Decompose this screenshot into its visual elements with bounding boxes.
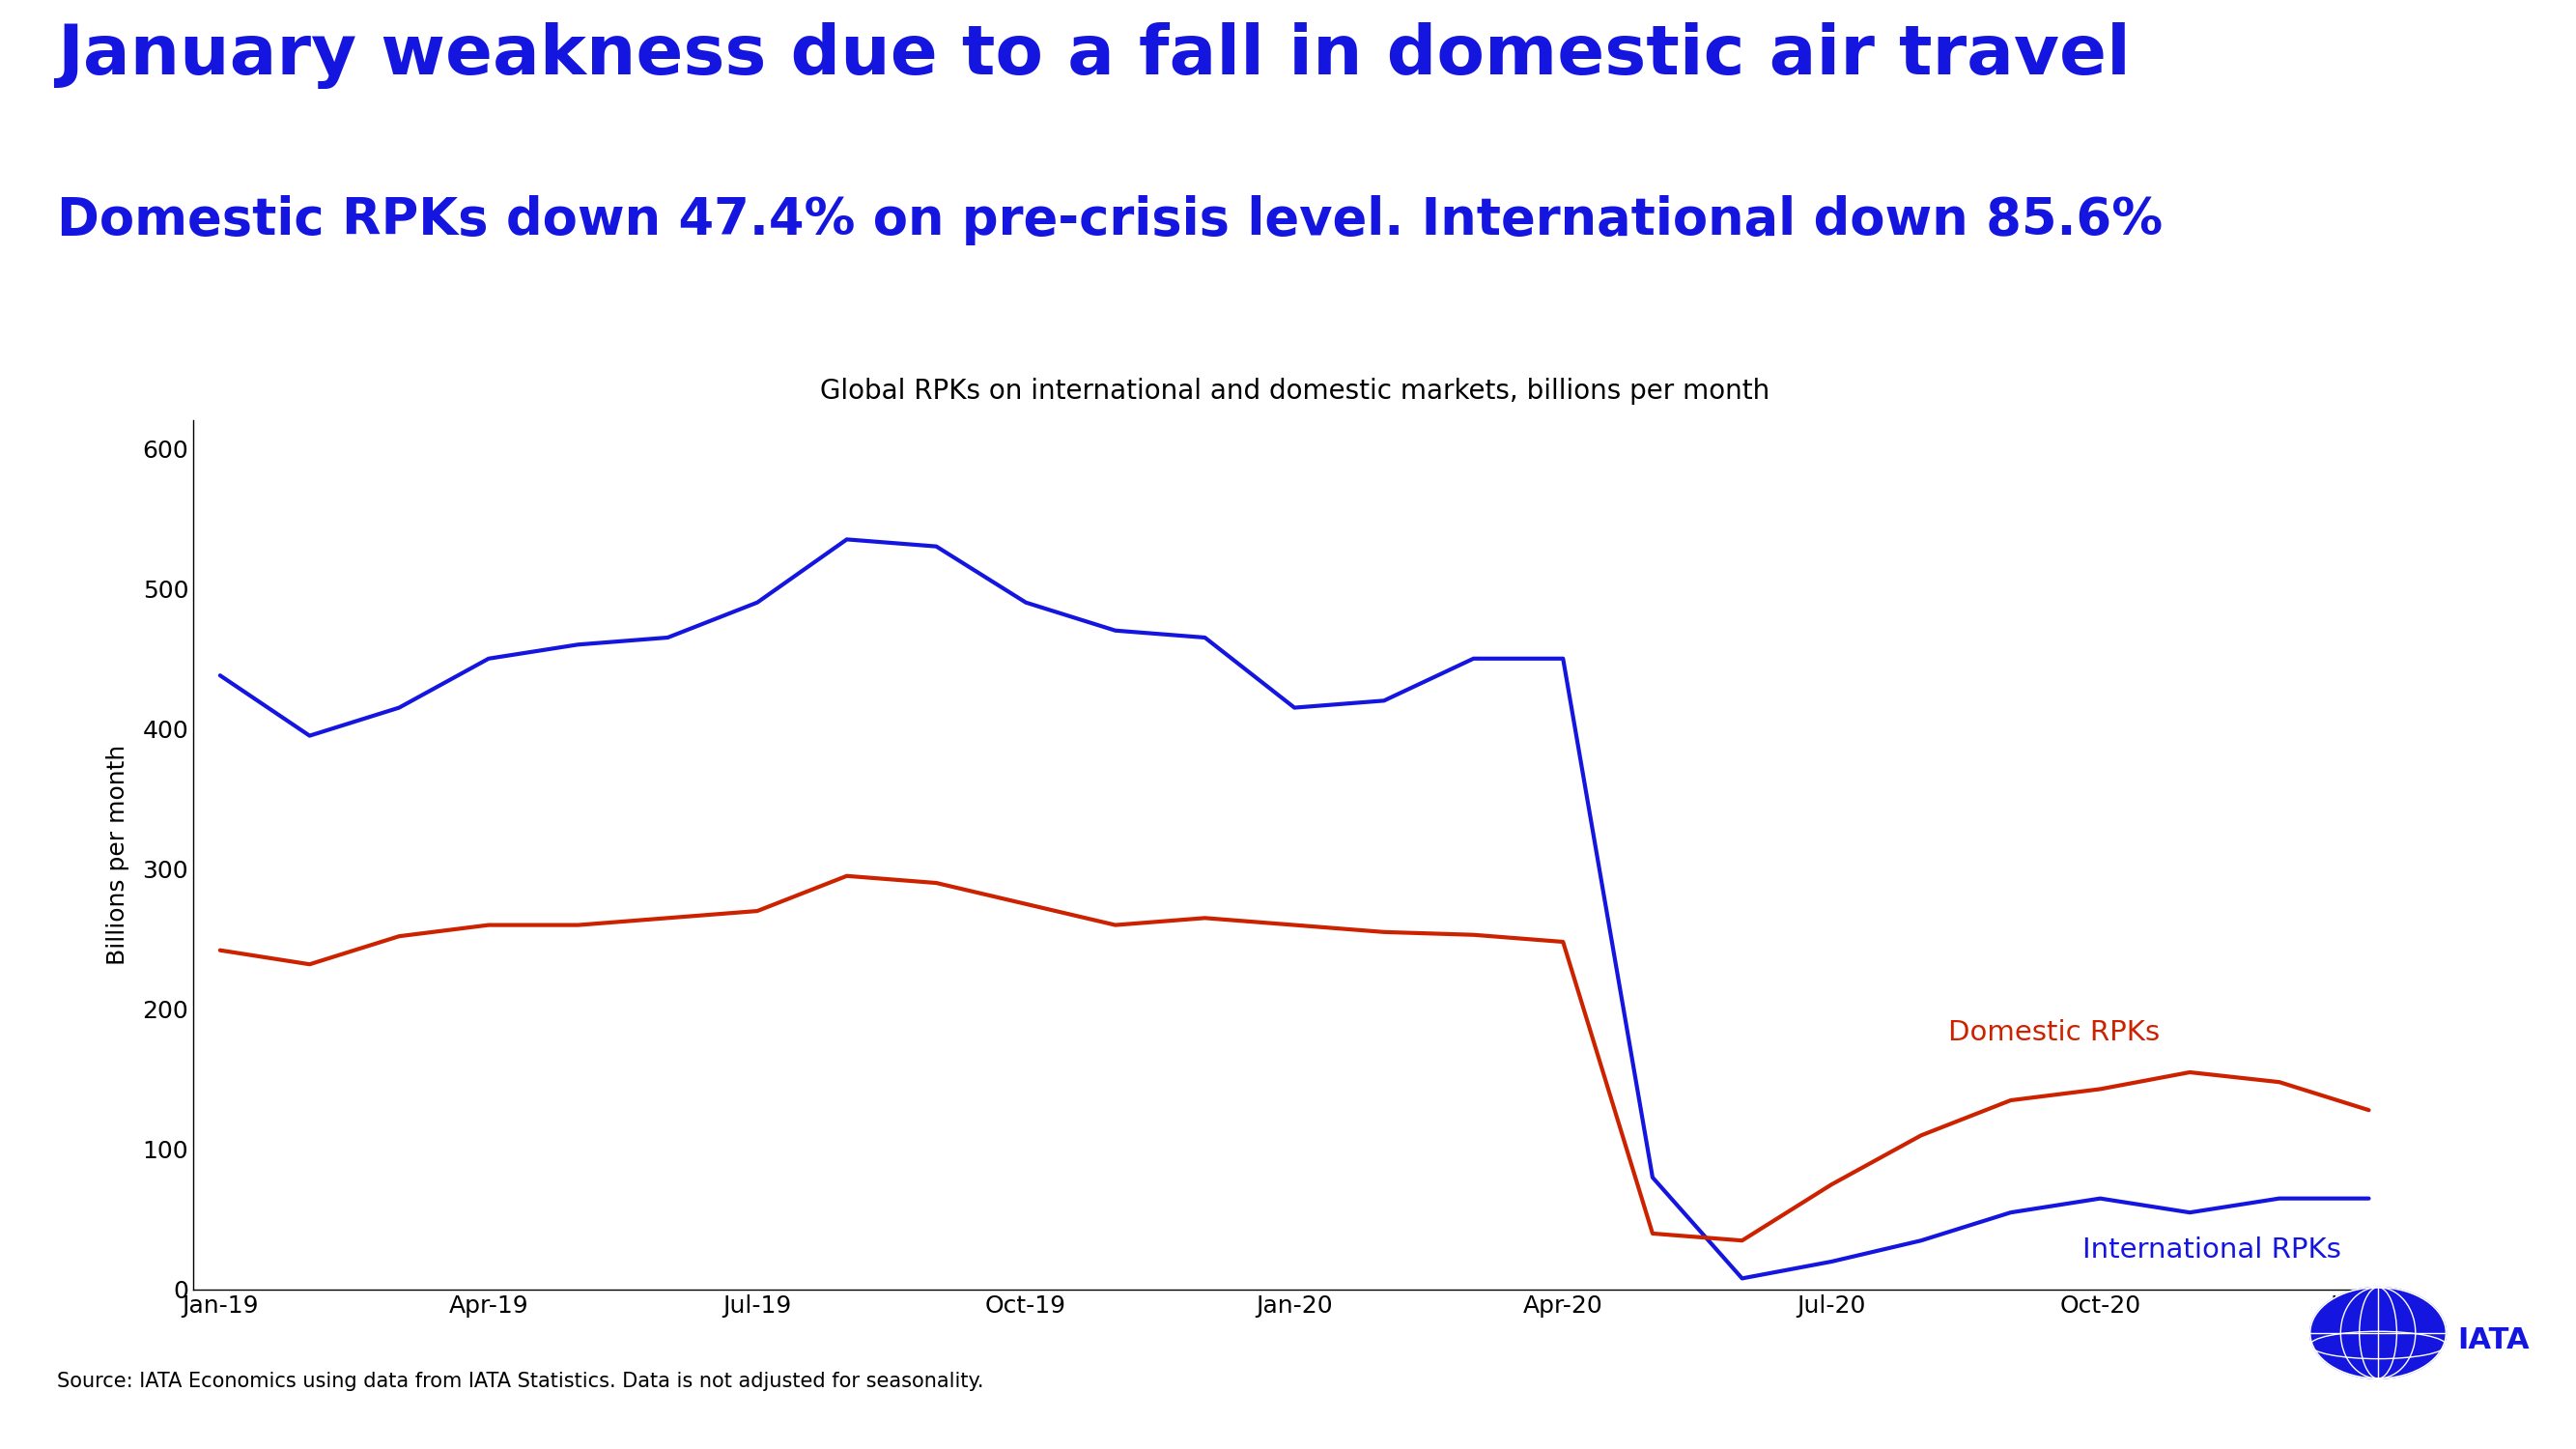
Title: Global RPKs on international and domestic markets, billions per month: Global RPKs on international and domesti… xyxy=(819,378,1770,404)
Text: Domestic RPKs: Domestic RPKs xyxy=(1947,1020,2159,1046)
Y-axis label: Billions per month: Billions per month xyxy=(106,745,129,965)
Text: Source: IATA Economics using data from IATA Statistics. Data is not adjusted for: Source: IATA Economics using data from I… xyxy=(57,1372,984,1391)
Text: IATA: IATA xyxy=(2458,1326,2530,1355)
Circle shape xyxy=(2311,1287,2447,1378)
Text: International RPKs: International RPKs xyxy=(2081,1237,2342,1264)
Text: January weakness due to a fall in domestic air travel: January weakness due to a fall in domest… xyxy=(57,22,2130,88)
Text: Domestic RPKs down 47.4% on pre-crisis level. International down 85.6%: Domestic RPKs down 47.4% on pre-crisis l… xyxy=(57,196,2161,246)
